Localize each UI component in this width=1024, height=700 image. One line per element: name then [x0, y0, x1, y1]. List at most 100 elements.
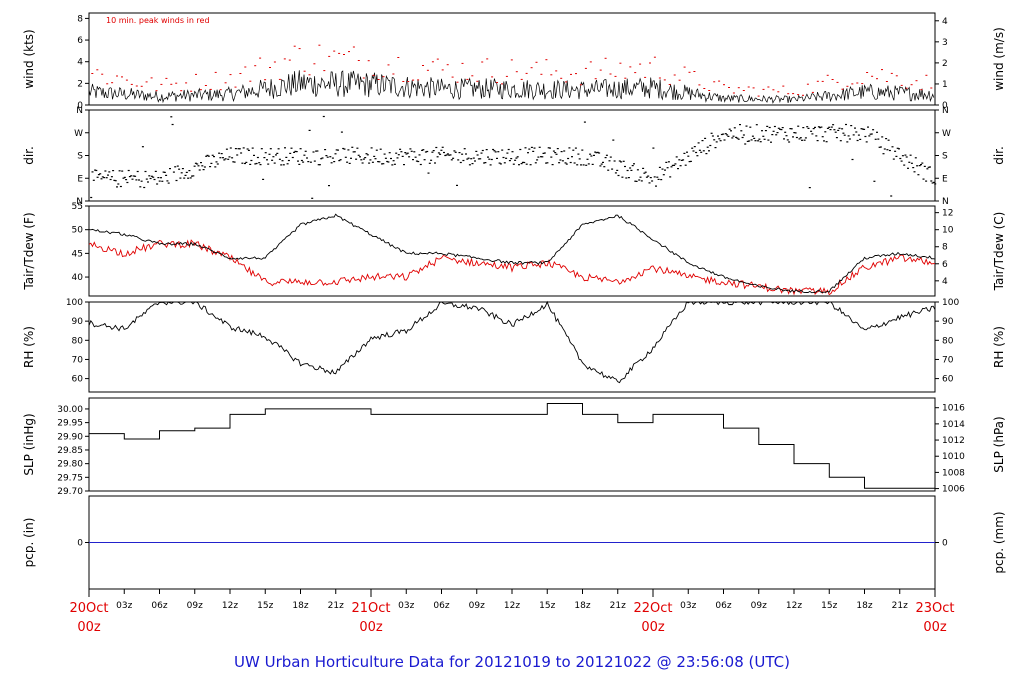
direction-point [814, 126, 816, 128]
direction-point [900, 160, 903, 162]
direction-point [908, 161, 911, 163]
peak-wind-dot [476, 80, 479, 82]
direction-point [414, 156, 417, 158]
direction-point [883, 148, 886, 150]
direction-point [122, 177, 125, 179]
direction-point [112, 170, 115, 172]
direction-point [487, 156, 489, 158]
direction-point [493, 150, 496, 152]
direction-point [878, 146, 881, 148]
direction-point [732, 135, 735, 137]
direction-point [909, 154, 912, 156]
direction-point [458, 152, 461, 154]
direction-point [271, 159, 274, 161]
direction-point [629, 167, 632, 169]
direction-point [656, 176, 659, 178]
direction-point [674, 163, 677, 165]
direction-point [417, 160, 420, 163]
direction-point [302, 161, 305, 163]
peak-wind-dot [713, 81, 716, 83]
direction-point [401, 155, 404, 157]
direction-point [783, 138, 785, 140]
peak-wind-dot [357, 60, 360, 61]
direction-point [428, 162, 431, 164]
direction-point [130, 175, 133, 177]
peak-wind-dot [737, 87, 740, 89]
direction-point [922, 178, 925, 180]
direction-point [136, 170, 139, 173]
direction-point [161, 180, 164, 182]
peak-wind-dot [135, 85, 138, 87]
direction-point [767, 139, 770, 141]
right-axis-label: wind (m/s) [992, 27, 1006, 91]
left-axis-label: dir. [22, 146, 36, 165]
direction-point [516, 156, 519, 158]
time-tick-label: 03z [398, 601, 414, 611]
direction-point [918, 165, 921, 167]
direction-point [616, 169, 619, 171]
direction-point [483, 162, 486, 164]
direction-point [639, 176, 642, 178]
direction-point [250, 159, 253, 162]
direction-point [384, 157, 387, 159]
direction-point [863, 128, 866, 130]
direction-point [450, 159, 453, 161]
peak-wind-dot [343, 54, 345, 55]
direction-point [229, 147, 232, 149]
direction-point [705, 153, 708, 155]
direction-point [356, 147, 359, 149]
direction-point [688, 161, 691, 163]
peak-wind-dot [160, 83, 163, 85]
direction-point [704, 137, 707, 139]
direction-point [351, 146, 354, 148]
peak-wind-dot [885, 81, 888, 82]
direction-point [910, 162, 913, 164]
direction-point [660, 179, 663, 181]
direction-point [207, 155, 210, 157]
direction-point [777, 127, 780, 129]
direction-point [733, 127, 736, 129]
peak-wind-dot [466, 78, 469, 80]
direction-point [797, 125, 800, 127]
peak-wind-dot [254, 65, 257, 67]
peak-wind-dot [584, 67, 587, 69]
right-tick-label: 3 [942, 38, 948, 48]
left-tick-label: 100 [66, 298, 83, 308]
direction-point [520, 163, 523, 165]
direction-point [201, 165, 204, 167]
right-axis-label: RH (%) [992, 326, 1006, 368]
direction-point [571, 156, 573, 158]
direction-point [315, 150, 318, 152]
direction-point [448, 154, 451, 156]
peak-wind-dot [555, 70, 558, 72]
time-tick-label: 12z [504, 601, 520, 611]
direction-point [771, 134, 774, 136]
peak-wind-dot [757, 95, 760, 97]
direction-point [695, 151, 698, 154]
direction-point [532, 150, 535, 152]
right-tick-label: 4 [942, 277, 948, 287]
direction-point [799, 137, 802, 139]
direction-point [687, 155, 690, 157]
direction-point [689, 160, 692, 162]
direction-point [590, 155, 593, 157]
direction-point [392, 160, 395, 162]
direction-point [104, 170, 107, 172]
direction-point [325, 155, 328, 157]
direction-point [284, 147, 286, 149]
direction-point [481, 149, 484, 152]
direction-point [605, 154, 608, 156]
left-tick-label: W [74, 129, 83, 139]
direction-point [794, 132, 797, 134]
direction-point [165, 174, 168, 176]
day-label: 23Oct [915, 601, 954, 616]
direction-point [677, 168, 679, 170]
direction-point [445, 154, 448, 156]
peak-wind-dot [392, 73, 395, 75]
left-tick-label: 8 [77, 14, 83, 24]
direction-point [187, 177, 190, 179]
direction-point [731, 137, 734, 139]
direction-point [832, 124, 835, 126]
direction-point [920, 164, 922, 166]
